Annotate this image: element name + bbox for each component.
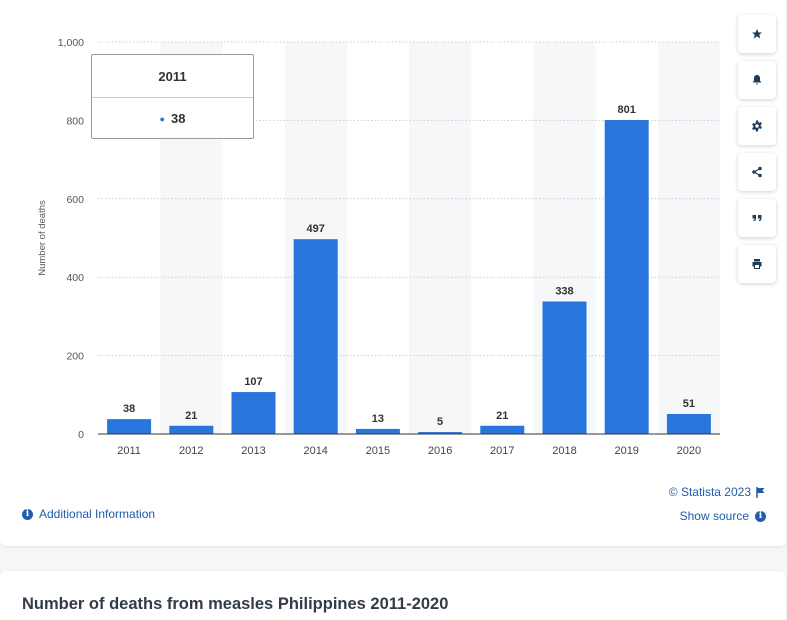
info-icon: i: [22, 508, 33, 520]
print-icon: [752, 259, 762, 269]
favorite-button[interactable]: [738, 15, 776, 53]
x-tick-label: 2012: [179, 445, 203, 457]
title-card: Number of deaths from measles Philippine…: [0, 571, 786, 620]
y-tick-label: 400: [66, 272, 84, 284]
bar: [604, 120, 649, 435]
share-icon: [752, 166, 762, 178]
share-button[interactable]: [738, 153, 776, 191]
data-label: 801: [618, 104, 636, 116]
x-tick-label: 2020: [677, 445, 701, 457]
statista-credit[interactable]: © Statista 2023: [669, 485, 766, 499]
star-icon: [752, 29, 762, 39]
print-button[interactable]: [738, 245, 776, 283]
tooltip-value-row: ● 38: [92, 98, 253, 139]
y-axis-label: Number of deaths: [37, 200, 48, 276]
bell-icon: [753, 75, 761, 85]
cite-button[interactable]: [738, 199, 776, 237]
data-label: 5: [437, 416, 443, 428]
x-tick-label: 2015: [366, 445, 390, 457]
bar: [418, 432, 463, 434]
gear-icon: [752, 120, 762, 132]
additional-information-link[interactable]: i Additional Information: [22, 507, 155, 521]
quote-icon: [752, 215, 762, 221]
x-tick-label: 2014: [303, 445, 327, 457]
notification-button[interactable]: [738, 61, 776, 99]
tooltip-year: 2011: [92, 55, 253, 98]
chart-card: 0 200 400 600 800 1,000 Number of deaths 38 2011…: [0, 0, 786, 546]
credit-text: © Statista 2023: [668, 485, 751, 499]
data-label: 13: [372, 413, 384, 425]
bar: [107, 419, 152, 434]
show-source-link[interactable]: Show source i: [680, 509, 766, 523]
x-tick-label: 2013: [241, 445, 265, 457]
y-tick-label: 600: [66, 194, 84, 206]
additional-information-label: Additional Information: [39, 507, 156, 521]
data-label: 107: [244, 376, 262, 388]
x-tick-label: 2011: [117, 445, 141, 457]
page-title: Number of deaths from measles Philippine…: [22, 595, 449, 613]
show-source-label: Show source: [679, 509, 749, 523]
chart-tooltip: 2011 ● 38: [91, 54, 254, 139]
y-tick-label: 0: [78, 429, 84, 441]
bar: [293, 239, 338, 434]
flag-icon: [756, 486, 765, 498]
data-label: 38: [123, 403, 135, 415]
series-dot-icon: ●: [159, 113, 165, 124]
x-tick-label: 2016: [428, 445, 452, 457]
data-label: 21: [496, 410, 508, 422]
column-band: [657, 42, 720, 434]
y-tick-label: 800: [66, 115, 84, 127]
bar: [542, 301, 587, 434]
bar: [480, 425, 525, 434]
data-label: 497: [307, 223, 325, 235]
settings-button[interactable]: [738, 107, 776, 145]
x-tick-label: 2019: [614, 445, 638, 457]
column-band: [409, 42, 472, 434]
x-tick-label: 2017: [490, 445, 514, 457]
data-label: 338: [555, 286, 573, 298]
info-icon: i: [755, 510, 766, 522]
y-tick-label: 200: [66, 351, 84, 363]
bar: [355, 428, 400, 434]
x-tick-label: 2018: [552, 445, 576, 457]
bar: [169, 425, 214, 434]
y-tick-label: 1,000: [58, 37, 84, 49]
data-label: 21: [185, 410, 197, 422]
chart-toolbar: [738, 15, 776, 291]
data-label: 51: [683, 398, 695, 410]
bar: [231, 392, 276, 434]
bar: [666, 414, 711, 434]
tooltip-value: 38: [170, 111, 186, 126]
